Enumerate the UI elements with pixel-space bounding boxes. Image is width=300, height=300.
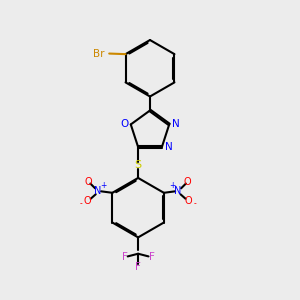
Text: F: F [135, 262, 141, 272]
Text: O: O [184, 177, 191, 187]
Text: N: N [174, 186, 182, 196]
Text: N: N [94, 186, 102, 196]
Text: -: - [194, 199, 196, 208]
Text: +: + [169, 182, 176, 190]
Text: F: F [148, 252, 154, 262]
Text: O: O [185, 196, 192, 206]
Text: O: O [120, 119, 128, 129]
Text: S: S [135, 160, 142, 170]
Text: O: O [84, 196, 92, 206]
Text: -: - [80, 199, 83, 208]
Text: N: N [164, 142, 172, 152]
Text: N: N [172, 119, 180, 129]
Text: O: O [85, 177, 92, 187]
Text: F: F [122, 252, 128, 262]
Text: +: + [100, 182, 107, 190]
Text: Br: Br [93, 49, 104, 58]
